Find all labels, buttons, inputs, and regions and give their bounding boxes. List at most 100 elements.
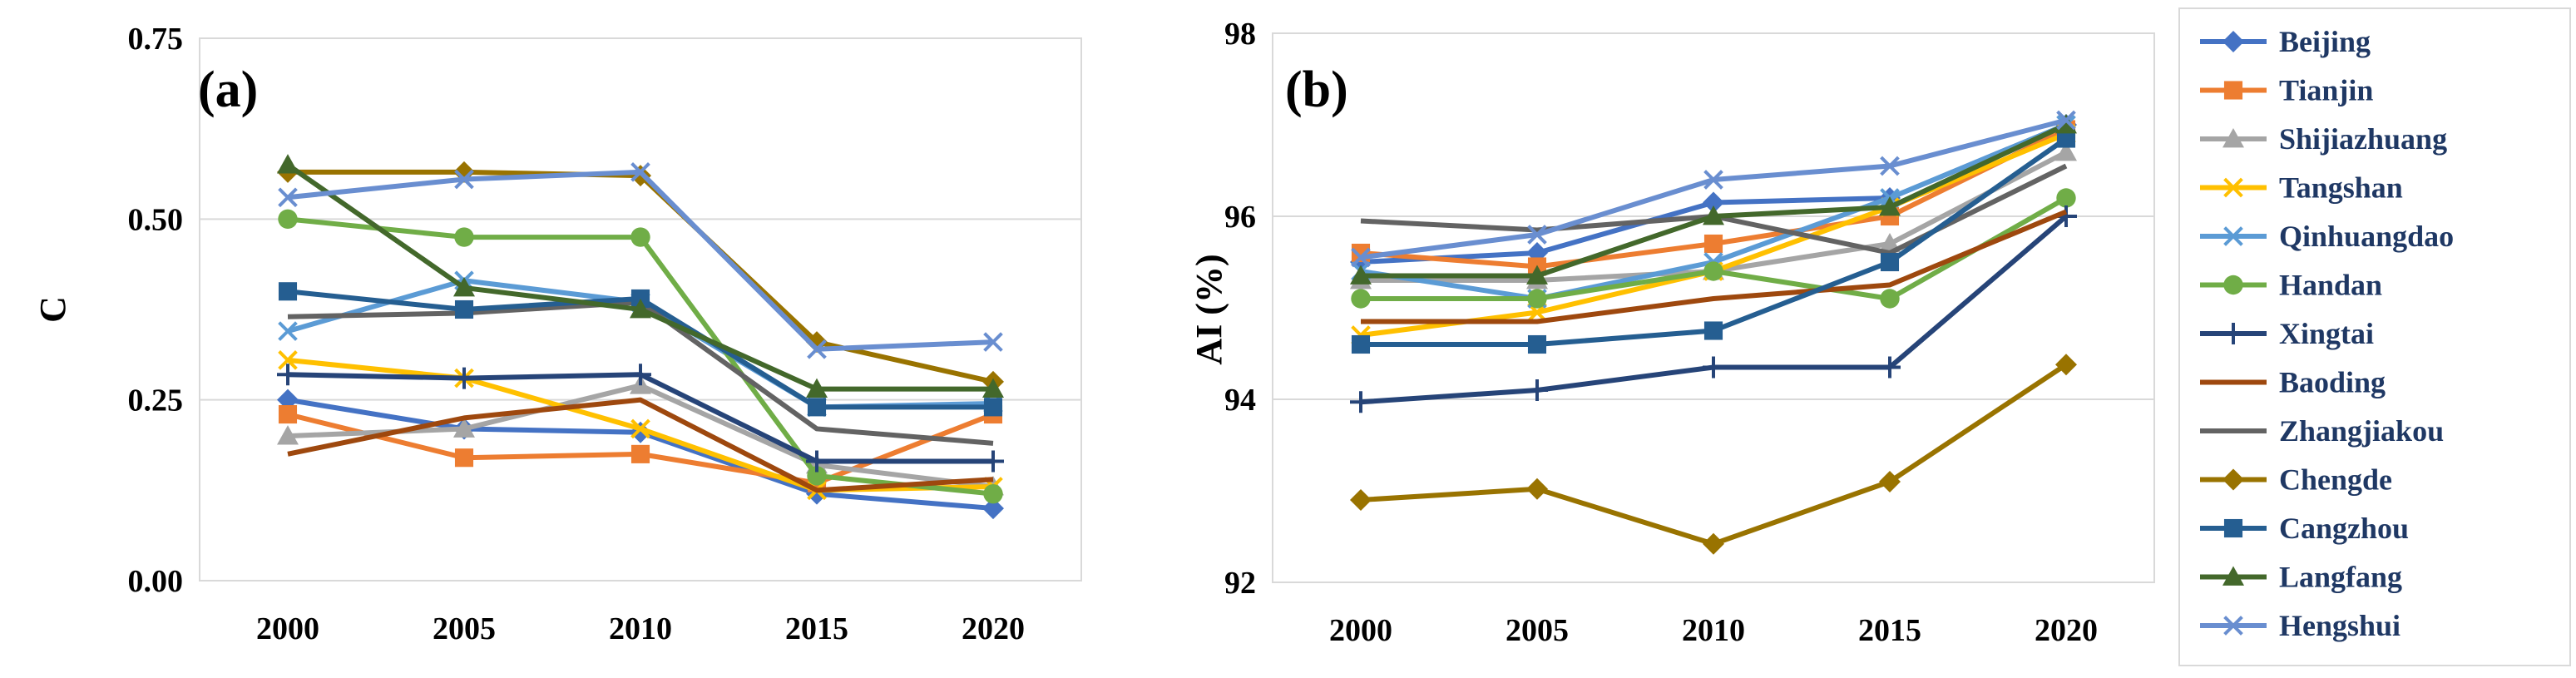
legend-marker — [2223, 518, 2243, 538]
legend-marker — [2222, 31, 2244, 52]
panel-a-chart: 0.00 0.25 0.50 0.75 2000 2005 2010 2015 2020 (a… — [32, 22, 1082, 646]
legend-label: Handan — [2279, 269, 2382, 302]
a-x-tick-label: 2005 — [433, 611, 496, 646]
b-point-langfang — [1350, 265, 1372, 285]
legend-marker — [2223, 616, 2243, 636]
b-line-baoding — [1361, 209, 2068, 324]
a-point-tianjin — [630, 444, 650, 463]
a-point-xingtai — [453, 367, 475, 389]
legend-label: Beijing — [2279, 25, 2371, 58]
b-point-xingtai — [1879, 356, 1901, 379]
legend-label: Baoding — [2279, 366, 2386, 399]
legend-items: Beijing Tianjin Shijiazhuang Tangshan Qinhua… — [2200, 25, 2454, 642]
a-point-hengshui — [454, 169, 474, 190]
b-x-tick-label: 2005 — [1506, 613, 1569, 648]
a-point-hengshui — [278, 187, 298, 208]
a-point-cangzhou — [454, 299, 474, 319]
legend-marker — [2223, 226, 2243, 246]
a-point-handan — [278, 209, 298, 230]
legend-entry-zhangjiakou: Zhangjiakou — [2200, 414, 2444, 448]
panel-a-y-axis-label: C — [32, 296, 73, 323]
b-series-handan — [1351, 188, 2076, 309]
panel-b-chart: 92 94 96 98 2000 2005 2010 2015 2020 (b) AI (%) — [1189, 17, 2155, 648]
b-point-tianjin — [1703, 234, 1723, 254]
legend-label: Langfang — [2279, 561, 2402, 594]
b-point-chengde — [2055, 354, 2077, 376]
a-point-xingtai — [982, 450, 1004, 473]
b-x-tick-label: 2000 — [1329, 613, 1392, 648]
b-point-chengde — [1703, 532, 1724, 555]
b-point-langfang — [1703, 205, 1724, 225]
b-series-hengshui — [1351, 110, 2076, 268]
legend-label: Tianjin — [2279, 74, 2373, 107]
legend-marker — [2222, 128, 2244, 148]
legend-entry-qinhuangdao: Qinhuangdao — [2200, 220, 2454, 253]
legend-entry-cangzhou: Cangzhou — [2200, 512, 2409, 545]
a-point-hengshui — [807, 339, 827, 359]
a-point-tangshan — [278, 350, 298, 370]
b-y-tick-label: 98 — [1224, 17, 1256, 52]
a-point-langfang — [630, 299, 651, 319]
panel-a-x-ticks: 2000 2005 2010 2015 2020 — [256, 611, 1025, 646]
legend-entry-tianjin: Tianjin — [2200, 74, 2373, 107]
legend-marker — [2222, 566, 2244, 586]
a-point-cangzhou — [807, 398, 827, 417]
b-y-tick-label: 96 — [1224, 200, 1256, 235]
b-point-langfang — [2055, 114, 2077, 134]
b-series-langfang — [1350, 114, 2077, 285]
legend-label: Tangshan — [2279, 171, 2403, 205]
legend-entry-xingtai: Xingtai — [2200, 317, 2374, 350]
a-point-xingtai — [630, 364, 651, 386]
b-point-cangzhou — [1527, 334, 1547, 354]
a-point-handan — [454, 227, 474, 247]
a-point-shijiazhuang — [277, 425, 299, 445]
b-point-langfang — [1526, 265, 1548, 285]
b-point-handan — [1703, 261, 1723, 281]
b-point-langfang — [1879, 196, 1901, 216]
a-y-tick-label: 0.50 — [128, 202, 184, 237]
panel-b-x-ticks: 2000 2005 2010 2015 2020 — [1329, 613, 2098, 648]
legend-entry-baoding: Baoding — [2200, 366, 2386, 399]
b-point-hengshui — [1703, 170, 1723, 190]
legend-label: Shijiazhuang — [2279, 122, 2447, 156]
a-point-qinhuangdao — [278, 321, 298, 341]
a-point-hengshui — [983, 332, 1003, 352]
b-point-cangzhou — [2056, 129, 2076, 148]
b-point-shijiazhuang — [2055, 141, 2077, 161]
a-x-tick-label: 2000 — [256, 611, 319, 646]
legend-label: Zhangjiakou — [2279, 414, 2444, 448]
b-point-cangzhou — [1703, 321, 1723, 340]
b-series-xingtai — [1350, 205, 2077, 413]
legend-entry-hengshui: Hengshui — [2200, 609, 2400, 642]
panel-b-series — [1350, 110, 2077, 555]
b-point-beijing — [1703, 191, 1724, 214]
a-series-baoding — [287, 397, 994, 493]
legend-label: Cangzhou — [2279, 512, 2409, 545]
b-x-tick-label: 2020 — [2035, 613, 2098, 648]
a-series-handan — [278, 209, 1003, 504]
panel-b-gridlines — [1273, 32, 2154, 583]
a-x-tick-label: 2020 — [962, 611, 1025, 646]
a-point-xingtai — [277, 364, 299, 386]
b-x-tick-label: 2010 — [1682, 613, 1745, 648]
a-point-shijiazhuang — [453, 418, 475, 438]
b-point-hengshui — [1527, 225, 1547, 245]
a-point-langfang — [982, 378, 1004, 398]
b-x-tick-label: 2015 — [1858, 613, 1921, 648]
a-point-handan — [807, 466, 827, 486]
a-series-hengshui — [278, 162, 1003, 359]
panel-b-y-axis-label: AI (%) — [1189, 254, 1229, 364]
a-y-tick-label: 0.00 — [128, 564, 184, 599]
a-point-cangzhou — [630, 289, 650, 309]
a-point-tianjin — [454, 448, 474, 468]
b-point-cangzhou — [1880, 252, 1900, 272]
a-point-cangzhou — [983, 398, 1003, 417]
legend-entry-tangshan: Tangshan — [2200, 171, 2403, 205]
b-point-handan — [2056, 188, 2076, 208]
legend-label: Qinhuangdao — [2279, 220, 2454, 253]
panel-a-y-ticks: 0.00 0.25 0.50 0.75 — [128, 22, 184, 599]
legend-marker — [2223, 177, 2243, 198]
panel-a-label: (a) — [198, 62, 258, 118]
legend-label: Chengde — [2279, 463, 2392, 497]
b-point-cangzhou — [1351, 334, 1371, 354]
